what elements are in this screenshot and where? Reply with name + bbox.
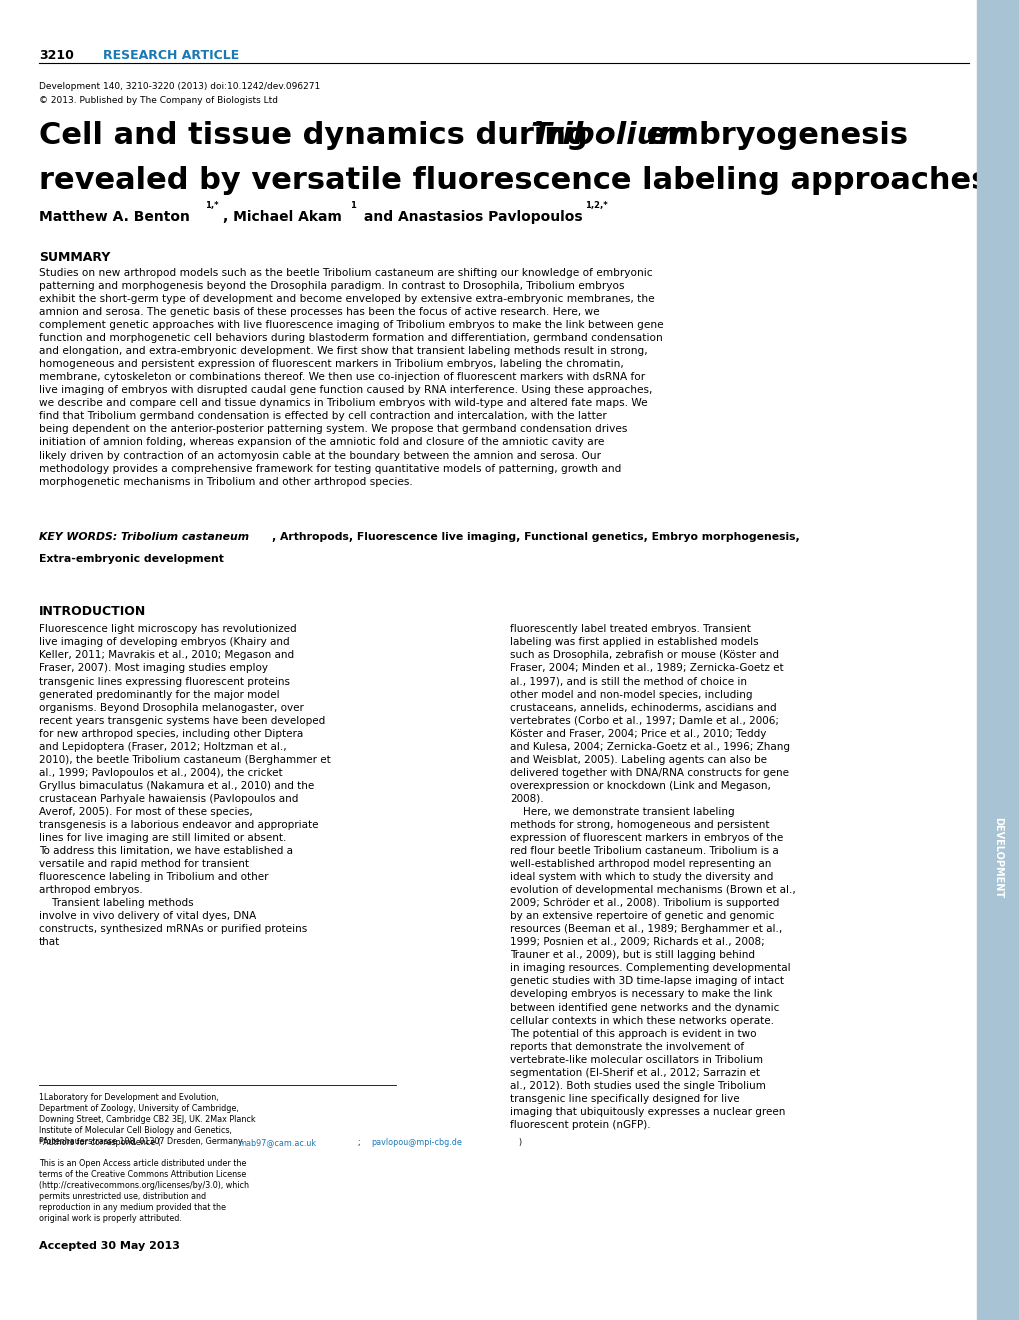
Text: mab97@cam.ac.uk: mab97@cam.ac.uk <box>238 1138 317 1147</box>
Text: RESEARCH ARTICLE: RESEARCH ARTICLE <box>103 49 239 62</box>
Text: , Arthropods, Fluorescence live imaging, Functional genetics, Embryo morphogenes: , Arthropods, Fluorescence live imaging,… <box>272 532 799 543</box>
Text: Development 140, 3210-3220 (2013) doi:10.1242/dev.096271: Development 140, 3210-3220 (2013) doi:10… <box>39 82 320 91</box>
Text: Cell and tissue dynamics during: Cell and tissue dynamics during <box>39 121 597 150</box>
Text: DEVELOPMENT: DEVELOPMENT <box>993 817 1003 899</box>
Text: 1,2,*: 1,2,* <box>585 201 607 210</box>
Text: *Authors for correspondence (: *Authors for correspondence ( <box>39 1138 160 1147</box>
Text: Extra-embryonic development: Extra-embryonic development <box>39 554 223 565</box>
Text: KEY WORDS:: KEY WORDS: <box>39 532 120 543</box>
Text: Tribolium: Tribolium <box>530 121 690 150</box>
Text: fluorescently label treated embryos. Transient
labeling was first applied in est: fluorescently label treated embryos. Tra… <box>510 624 795 1130</box>
Text: and Anastasios Pavlopoulos: and Anastasios Pavlopoulos <box>359 210 582 224</box>
Text: ): ) <box>518 1138 521 1147</box>
Text: embryogenesis: embryogenesis <box>636 121 908 150</box>
Text: , Michael Akam: , Michael Akam <box>223 210 342 224</box>
Text: INTRODUCTION: INTRODUCTION <box>39 605 146 618</box>
Text: 1Laboratory for Development and Evolution,
Department of Zoology, University of : 1Laboratory for Development and Evolutio… <box>39 1093 255 1146</box>
Text: Accepted 30 May 2013: Accepted 30 May 2013 <box>39 1241 179 1251</box>
Text: 1: 1 <box>350 201 356 210</box>
Text: revealed by versatile fluorescence labeling approaches: revealed by versatile fluorescence label… <box>39 166 988 195</box>
Text: 3210: 3210 <box>39 49 73 62</box>
Text: Tribolium castaneum: Tribolium castaneum <box>121 532 250 543</box>
Text: This is an Open Access article distributed under the
terms of the Creative Commo: This is an Open Access article distribut… <box>39 1159 249 1224</box>
Text: Matthew A. Benton: Matthew A. Benton <box>39 210 190 224</box>
Text: SUMMARY: SUMMARY <box>39 251 110 264</box>
Text: pavlopou@mpi-cbg.de: pavlopou@mpi-cbg.de <box>371 1138 462 1147</box>
Text: © 2013. Published by The Company of Biologists Ltd: © 2013. Published by The Company of Biol… <box>39 96 277 106</box>
Text: 1,*: 1,* <box>205 201 218 210</box>
Bar <box>976 0 1019 1320</box>
Text: Fluorescence light microscopy has revolutionized
live imaging of developing embr: Fluorescence light microscopy has revolu… <box>39 624 330 948</box>
Text: ;: ; <box>358 1138 363 1147</box>
Text: Studies on new arthropod models such as the beetle Tribolium castaneum are shift: Studies on new arthropod models such as … <box>39 268 662 487</box>
